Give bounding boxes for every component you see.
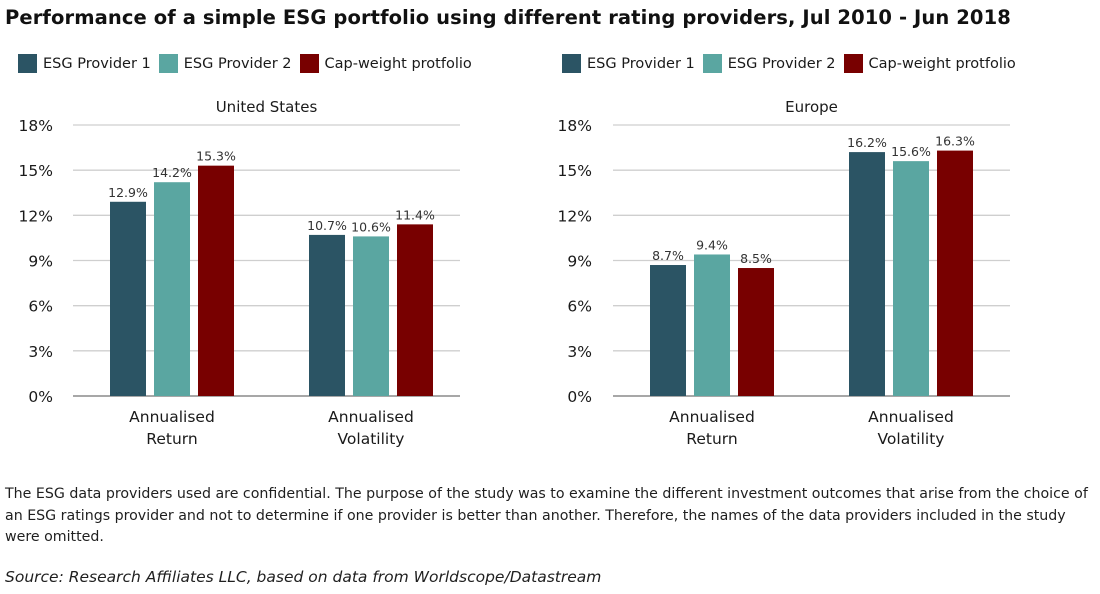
bar-esg-provider-2 xyxy=(353,236,389,396)
legend-swatch-provider-1 xyxy=(562,54,581,73)
bar-esg-provider-1 xyxy=(110,201,146,396)
legend-label-provider-2: ESG Provider 2 xyxy=(183,55,292,72)
y-tick-label: 6% xyxy=(28,298,53,316)
y-tick-label: 3% xyxy=(567,343,592,361)
bar-esg-provider-1 xyxy=(650,265,686,396)
y-tick-label: 12% xyxy=(19,207,53,225)
figure-title: Performance of a simple ESG portfolio us… xyxy=(5,6,1011,29)
legend-item-cap-weight: Cap-weight protfolio xyxy=(299,54,472,73)
x-category-label: Volatility xyxy=(878,430,945,448)
data-label: 14.2% xyxy=(152,165,192,180)
x-category-label: Annualised xyxy=(868,408,954,426)
data-label: 9.4% xyxy=(696,237,728,252)
data-label: 10.7% xyxy=(307,218,347,233)
x-category-label: Annualised xyxy=(328,408,414,426)
y-tick-label: 15% xyxy=(558,162,592,180)
data-label: 16.2% xyxy=(847,135,887,150)
legend-item-provider-2: ESG Provider 2 xyxy=(702,54,836,73)
legend-item-provider-2: ESG Provider 2 xyxy=(158,54,292,73)
bar-esg-provider-2 xyxy=(694,254,730,396)
y-tick-label: 18% xyxy=(558,117,592,135)
x-category-label: Return xyxy=(686,430,737,448)
y-tick-label: 9% xyxy=(567,253,592,271)
bar-esg-provider-2 xyxy=(893,161,929,396)
y-tick-label: 0% xyxy=(28,388,53,406)
data-label: 16.3% xyxy=(935,134,975,149)
data-label: 15.6% xyxy=(891,144,931,159)
data-label: 15.3% xyxy=(196,149,236,164)
legend-label-cap-weight: Cap-weight protfolio xyxy=(324,55,472,72)
y-tick-label: 18% xyxy=(19,117,53,135)
bar-cap-weight-protfolio xyxy=(198,165,234,396)
bar-cap-weight-protfolio xyxy=(738,268,774,396)
x-category-label: Volatility xyxy=(338,430,405,448)
y-tick-label: 12% xyxy=(558,207,592,225)
x-category-label: Annualised xyxy=(669,408,755,426)
source-note: Source: Research Affiliates LLC, based o… xyxy=(5,568,602,586)
legend-label-provider-1: ESG Provider 1 xyxy=(587,55,695,72)
legend-swatch-provider-2 xyxy=(702,54,722,73)
data-label: 8.7% xyxy=(652,248,684,263)
legend-label-provider-2: ESG Provider 2 xyxy=(727,55,836,72)
bar-esg-provider-1 xyxy=(309,234,345,396)
x-category-label: Annualised xyxy=(129,408,215,426)
chart-europe: Europe 0% 3% 6% 9% 12% 15% 18% 8.7% 9.4% 8.5% Annua… xyxy=(558,98,1010,448)
legend-swatch-cap-weight xyxy=(299,54,319,73)
legend-label-cap-weight: Cap-weight protfolio xyxy=(868,55,1016,72)
data-label: 12.9% xyxy=(108,185,148,200)
legend-label-provider-1: ESG Provider 1 xyxy=(43,55,151,72)
legend-item-cap-weight: Cap-weight protfolio xyxy=(843,54,1016,73)
legend-item-provider-1: ESG Provider 1 xyxy=(18,54,151,73)
legend-swatch-cap-weight xyxy=(843,54,863,73)
chart-united-states: United States 0% 3% 6% 9% 12% 15% 18% 12.9% 14.2%… xyxy=(19,98,460,448)
y-tick-label: 0% xyxy=(567,388,592,406)
x-category-label: Return xyxy=(146,430,197,448)
legend-swatch-provider-1 xyxy=(18,54,37,73)
bar-cap-weight-protfolio xyxy=(937,150,973,396)
footnote: The ESG data providers used are confiden… xyxy=(5,486,1088,545)
legend-swatch-provider-2 xyxy=(158,54,178,73)
y-tick-label: 15% xyxy=(19,162,53,180)
legend-us: ESG Provider 1 ESG Provider 2 Cap-weight… xyxy=(18,54,480,73)
legend-europe: ESG Provider 1 ESG Provider 2 Cap-weight… xyxy=(562,54,1024,73)
data-label: 8.5% xyxy=(740,251,772,266)
panel-title: Europe xyxy=(785,98,838,116)
bar-esg-provider-1 xyxy=(849,152,885,396)
data-label: 10.6% xyxy=(351,219,391,234)
panel-title: United States xyxy=(216,98,318,116)
y-tick-label: 3% xyxy=(28,343,53,361)
y-tick-label: 9% xyxy=(28,253,53,271)
data-label: 11.4% xyxy=(395,207,435,222)
legend-item-provider-1: ESG Provider 1 xyxy=(562,54,695,73)
bar-cap-weight-protfolio xyxy=(397,224,433,396)
bar-esg-provider-2 xyxy=(154,182,190,396)
y-tick-label: 6% xyxy=(567,298,592,316)
